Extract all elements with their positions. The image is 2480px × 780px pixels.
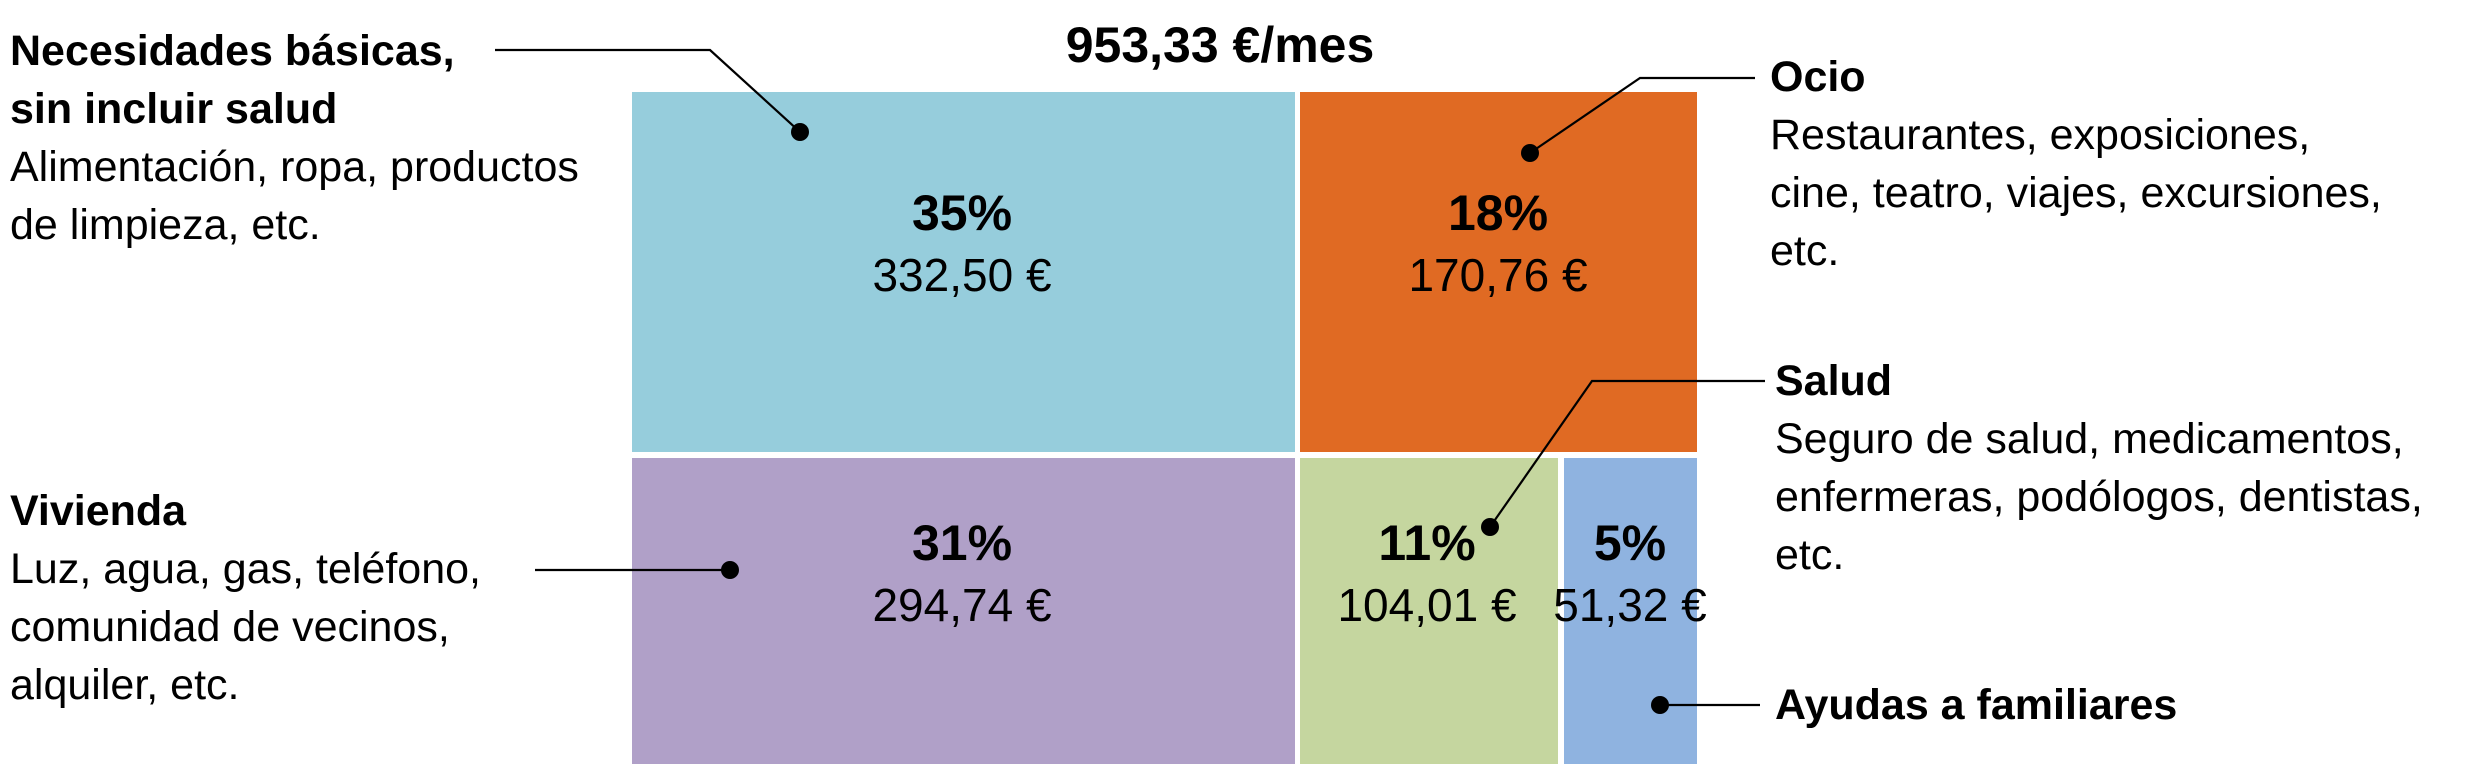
annotation-desc-necesidades: de limpieza, etc.	[10, 201, 321, 249]
annotation-desc-ocio: Restaurantes, exposiciones,	[1770, 111, 2311, 159]
tile-percent-vivienda: 31%	[911, 515, 1013, 571]
tile-percent-ocio: 18%	[1447, 185, 1549, 241]
tile-vivienda	[632, 458, 1295, 764]
tile-salud	[1300, 458, 1558, 764]
annotation-desc-vivienda: Luz, agua, gas, teléfono,	[10, 545, 481, 593]
annotation-title-vivienda: Vivienda	[10, 487, 187, 535]
annotation-title-salud: Salud	[1775, 357, 1893, 405]
leader-dot-salud	[1481, 518, 1499, 536]
leader-line-ocio	[1529, 76, 1755, 154]
tile-percent-ayudas: 5%	[1593, 515, 1667, 571]
annotation-title-ocio: Ocio	[1770, 53, 1866, 101]
annotation-desc-salud: enfermeras, podólogos, dentistas,	[1775, 473, 2423, 521]
tile-value-salud: 104,01 €	[1337, 579, 1517, 631]
leader-dot-ayudas	[1651, 696, 1669, 714]
annotation-desc-ocio: etc.	[1770, 227, 1840, 275]
annotation-desc-necesidades: Alimentación, ropa, productos	[10, 143, 579, 191]
annotation-title-necesidades: Necesidades básicas,	[10, 27, 455, 75]
tile-value-vivienda: 294,74 €	[872, 579, 1052, 631]
tile-necesidades	[632, 92, 1295, 452]
annotation-desc-salud: etc.	[1775, 531, 1845, 579]
annotation-title-ayudas: Ayudas a familiares	[1775, 681, 2178, 729]
annotation-desc-vivienda: comunidad de vecinos,	[10, 603, 450, 651]
tile-ocio	[1300, 92, 1697, 452]
chart-title: 953,33 €/mes	[1065, 17, 1375, 73]
tile-ayudas	[1564, 458, 1697, 764]
annotation-desc-vivienda: alquiler, etc.	[10, 661, 240, 709]
leader-dot-necesidades	[791, 123, 809, 141]
leader-dot-vivienda	[721, 561, 739, 579]
leader-line-necesidades	[495, 48, 801, 133]
leader-dot-ocio	[1521, 144, 1539, 162]
tile-value-ocio: 170,76 €	[1408, 249, 1588, 301]
tile-value-ayudas: 51,32 €	[1553, 579, 1707, 631]
tile-percent-necesidades: 35%	[911, 185, 1013, 241]
annotation-title-necesidades: sin incluir salud	[10, 85, 338, 133]
leader-line-salud	[1489, 379, 1765, 528]
annotation-desc-ocio: cine, teatro, viajes, excursiones,	[1770, 169, 2382, 217]
annotation-desc-salud: Seguro de salud, medicamentos,	[1775, 415, 2404, 463]
tile-value-necesidades: 332,50 €	[872, 249, 1052, 301]
tile-percent-salud: 11%	[1378, 515, 1476, 571]
